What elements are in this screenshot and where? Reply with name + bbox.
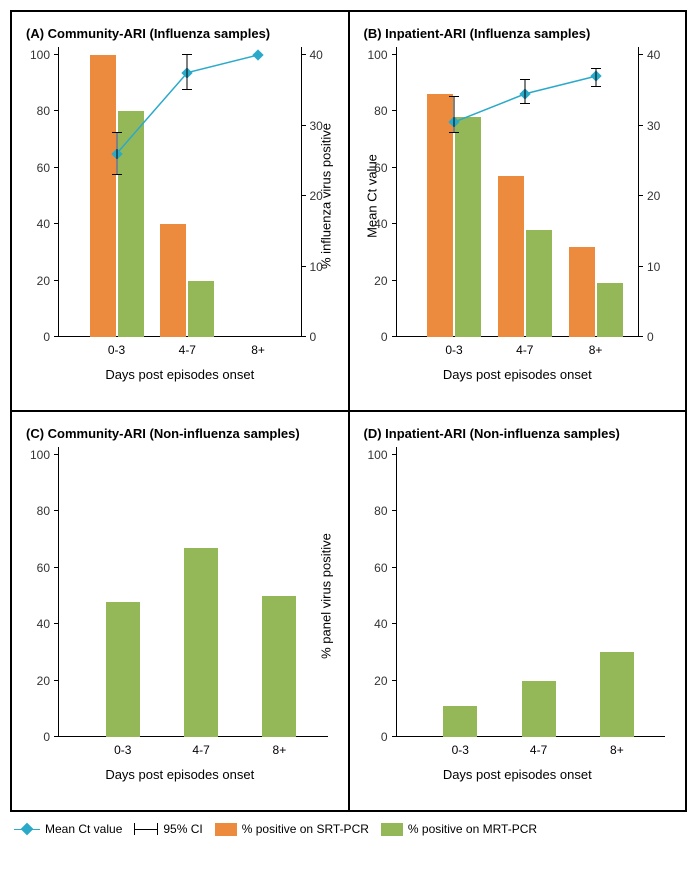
- x-axis-label: Days post episodes onset: [22, 767, 338, 782]
- legend: Mean Ct value 95% CI % positive on SRT-P…: [10, 812, 687, 836]
- panel-title: (C) Community-ARI (Non-influenza samples…: [26, 426, 338, 441]
- swatch-orange: [215, 823, 237, 836]
- panel-title: (A) Community-ARI (Influenza samples): [26, 26, 338, 41]
- legend-label: % positive on SRT-PCR: [242, 822, 369, 836]
- x-tick-label: 4-7: [192, 743, 209, 757]
- legend-item-mean-ct: Mean Ct value: [14, 822, 122, 836]
- y-axis-left-label: % panel virus positive: [318, 533, 333, 659]
- x-axis-label: Days post episodes onset: [360, 767, 676, 782]
- panel-d: (D) Inpatient-ARI (Non-influenza samples…: [349, 411, 687, 811]
- x-tick-label: 4-7: [179, 343, 196, 357]
- panel-c: (C) Community-ARI (Non-influenza samples…: [11, 411, 349, 811]
- legend-label: % positive on MRT-PCR: [408, 822, 537, 836]
- x-tick-label: 0-3: [108, 343, 125, 357]
- bar-mrt: [600, 652, 634, 737]
- bar-mrt: [106, 602, 140, 737]
- plot-area: 0204060801000-34-78+: [396, 447, 666, 737]
- bar-mrt: [262, 596, 296, 737]
- bar-mrt: [443, 706, 477, 737]
- x-tick-label: 0-3: [452, 743, 469, 757]
- panel-b: (B) Inpatient-ARI (Influenza samples) 02…: [349, 11, 687, 411]
- x-axis-label: Days post episodes onset: [22, 367, 338, 382]
- x-tick-label: 4-7: [516, 343, 533, 357]
- legend-item-mrt: % positive on MRT-PCR: [381, 822, 537, 836]
- legend-label: Mean Ct value: [45, 822, 122, 836]
- swatch-green: [381, 823, 403, 836]
- diamond-icon: [14, 829, 40, 830]
- panel-title: (D) Inpatient-ARI (Non-influenza samples…: [364, 426, 676, 441]
- plot-area: 0204060801000102030400-34-78+: [396, 47, 640, 337]
- panel-title: (B) Inpatient-ARI (Influenza samples): [364, 26, 676, 41]
- x-tick-label: 8+: [251, 343, 265, 357]
- figure: (A) Community-ARI (Influenza samples) 02…: [10, 10, 687, 836]
- ci-icon: [134, 823, 158, 835]
- bar-mrt: [184, 548, 218, 737]
- plot-area: 0204060801000-34-78+: [58, 447, 328, 737]
- x-tick-label: 0-3: [114, 743, 131, 757]
- x-axis-label: Days post episodes onset: [360, 367, 676, 382]
- legend-item-ci: 95% CI: [134, 822, 202, 836]
- x-tick-label: 8+: [610, 743, 624, 757]
- bar-mrt: [522, 681, 556, 737]
- panel-grid: (A) Community-ARI (Influenza samples) 02…: [10, 10, 687, 812]
- legend-item-srt: % positive on SRT-PCR: [215, 822, 369, 836]
- ct-line: [58, 47, 302, 337]
- panel-a: (A) Community-ARI (Influenza samples) 02…: [11, 11, 349, 411]
- x-tick-label: 4-7: [530, 743, 547, 757]
- ct-line: [396, 47, 640, 337]
- legend-label: 95% CI: [163, 822, 202, 836]
- x-tick-label: 8+: [273, 743, 287, 757]
- plot-area: 0204060801000102030400-34-78+: [58, 47, 302, 337]
- y-axis-left-label: % influenza virus positive: [318, 123, 333, 269]
- x-tick-label: 0-3: [445, 343, 462, 357]
- x-tick-label: 8+: [589, 343, 603, 357]
